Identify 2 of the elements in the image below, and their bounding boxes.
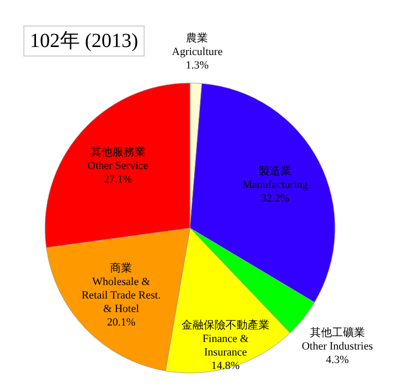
chart-title: 102年 (2013): [30, 30, 138, 52]
title: 102年 (2013): [23, 26, 145, 56]
